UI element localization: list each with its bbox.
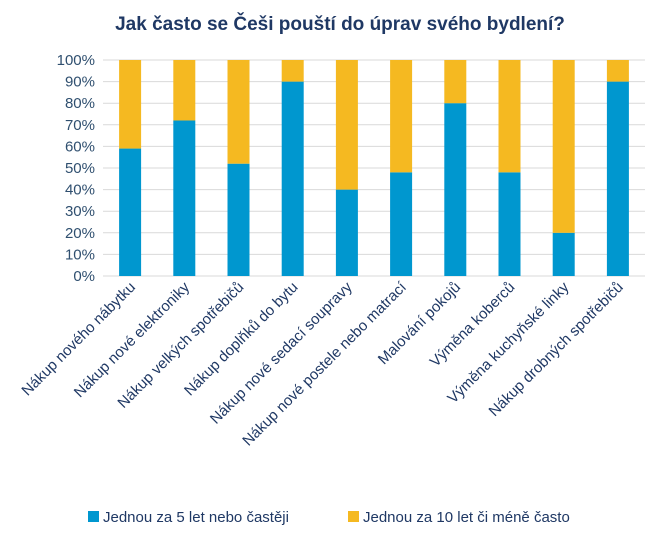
- bar-segment-series-1: [498, 172, 521, 276]
- bars: [119, 60, 629, 276]
- y-tick-label: 70%: [65, 117, 95, 134]
- legend-label-series-2: Jednou za 10 let či méně často: [363, 509, 570, 526]
- y-tick-label: 40%: [65, 182, 95, 199]
- bar-segment-series-2: [227, 60, 250, 164]
- bar-segment-series-2: [498, 60, 521, 173]
- bar-segment-series-2: [444, 60, 467, 104]
- bar-segment-series-2: [119, 60, 142, 149]
- bar-segment-series-1: [335, 189, 358, 276]
- legend-swatch-series-1: [88, 511, 99, 522]
- bar-segment-series-1: [606, 81, 629, 276]
- y-tick-label: 10%: [65, 246, 95, 263]
- y-tick-label: 60%: [65, 138, 95, 155]
- bar-segment-series-1: [173, 120, 196, 276]
- y-tick-label: 100%: [57, 52, 95, 69]
- bar-segment-series-1: [281, 81, 304, 276]
- y-tick-label: 80%: [65, 95, 95, 112]
- bar-segment-series-1: [227, 163, 250, 276]
- bar-segment-series-2: [335, 60, 358, 190]
- bar-segment-series-1: [552, 232, 575, 276]
- chart-title: Jak často se Češi pouští do úprav svého …: [115, 13, 565, 35]
- bar-segment-series-2: [606, 60, 629, 82]
- bar-segment-series-2: [173, 60, 196, 121]
- y-tick-label: 30%: [65, 203, 95, 220]
- legend: Jednou za 5 let nebo častěji Jednou za 1…: [88, 509, 570, 526]
- bar-segment-series-2: [552, 60, 575, 233]
- bar-segment-series-1: [390, 172, 413, 276]
- bar-segment-series-1: [119, 148, 142, 276]
- bar-segment-series-2: [281, 60, 304, 82]
- legend-swatch-series-2: [348, 511, 359, 522]
- y-tick-label: 0%: [73, 268, 95, 285]
- bar-segment-series-2: [390, 60, 413, 173]
- y-tick-label: 20%: [65, 225, 95, 242]
- legend-label-series-1: Jednou za 5 let nebo častěji: [103, 509, 289, 526]
- y-tick-label: 50%: [65, 160, 95, 177]
- bar-segment-series-1: [444, 103, 467, 276]
- y-axis-ticks: 0% 10% 20% 30% 40% 50% 60% 70% 80% 90% 100%: [57, 52, 95, 285]
- y-tick-label: 90%: [65, 74, 95, 91]
